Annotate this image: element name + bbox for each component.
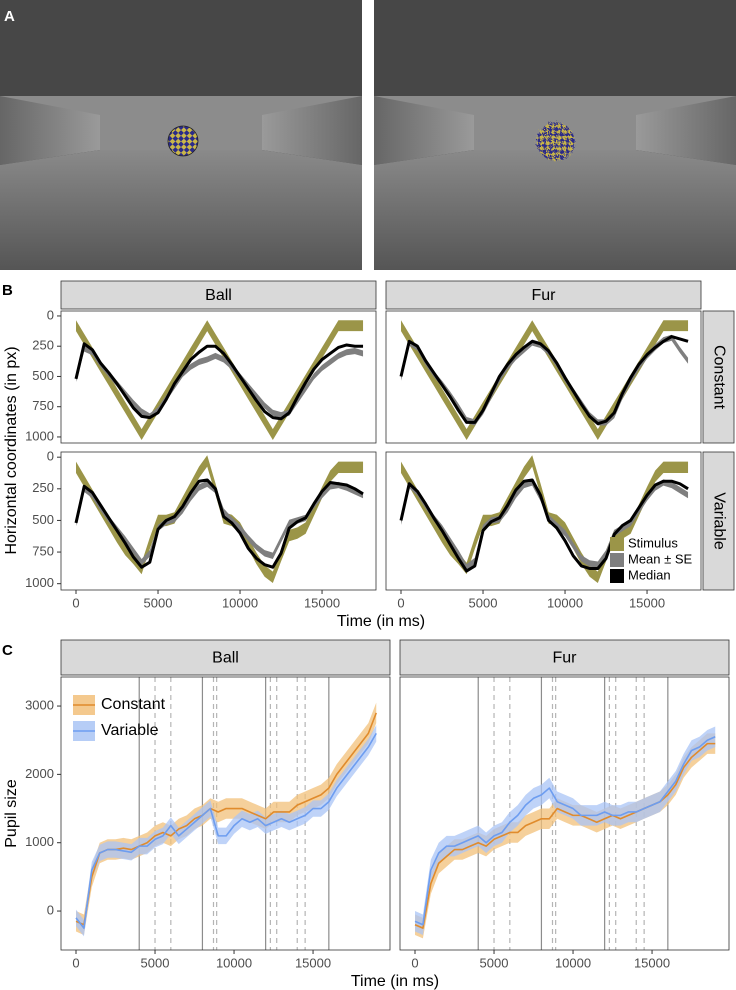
y-axis-title: Pupil size (3, 779, 20, 848)
panel-border (60, 451, 377, 591)
plot-area (74, 455, 364, 584)
x-axis-title: Time (in ms) (337, 613, 425, 630)
facet-label: Ball (205, 287, 232, 304)
y-tick-label: 3000 (25, 697, 54, 712)
series-line (414, 742, 716, 929)
error-band (76, 725, 377, 937)
panel-label: B (2, 282, 13, 299)
x-tick-label: 5000 (480, 955, 509, 970)
x-tick-label: 5000 (469, 595, 498, 610)
series-line (74, 342, 364, 421)
series-line (75, 712, 377, 926)
error-band (76, 345, 364, 420)
panel-border (385, 451, 702, 591)
error-band (76, 702, 377, 935)
facet-strip (702, 310, 735, 444)
x-tick-label: 5000 (144, 595, 173, 610)
image-fur (374, 0, 736, 270)
y-tick-label: 2000 (25, 766, 54, 781)
y-tick-label: 500 (32, 368, 54, 383)
series-line (399, 478, 689, 573)
plot-area (399, 455, 689, 584)
facet-panel: 0 5000 10000 15000 0 1000 2000 3000 (25, 676, 391, 970)
x-axis-title: Time (in ms) (351, 973, 439, 990)
facet-strip (60, 639, 391, 676)
error-band (415, 726, 716, 935)
x-tick-label: 0 (411, 955, 418, 970)
facet-label: Variable (710, 492, 727, 550)
x-tick-label: 5000 (141, 955, 170, 970)
y-tick-label: 500 (32, 512, 54, 527)
legend-label: Constant (101, 696, 166, 713)
facet-panel: 0 5000 10000 15000 (385, 451, 702, 610)
y-tick-label: 0 (47, 307, 54, 322)
y-tick-label: 250 (32, 338, 54, 353)
y-tick-label: 1000 (25, 428, 54, 443)
panel-border (399, 676, 730, 951)
panel-background (61, 452, 376, 590)
legend-label: Stimulus (628, 535, 678, 550)
facet-strip (60, 280, 377, 310)
series-line (74, 478, 364, 569)
panel-label: A (4, 8, 15, 25)
panel-border (60, 676, 391, 951)
facet-label: Constant (710, 345, 727, 410)
legend-swatch (610, 553, 624, 567)
error-band (76, 455, 364, 584)
facet-strip (399, 639, 730, 676)
facet-panel: 0 250 500 750 1000 (25, 307, 377, 444)
facet-strip (385, 280, 702, 310)
x-tick-label: 10000 (555, 955, 591, 970)
facet-label: Fur (532, 287, 557, 304)
facet-label: Fur (553, 650, 578, 667)
y-tick-label: 1000 (25, 834, 54, 849)
legend-label: Mean ± SE (628, 551, 693, 566)
facet-label: Ball (212, 650, 239, 667)
y-tick-label: 750 (32, 543, 54, 558)
series-line (414, 736, 716, 926)
x-tick-label: 10000 (222, 595, 258, 610)
plot-area (399, 320, 689, 440)
series-line (75, 732, 377, 929)
x-tick-label: 0 (397, 595, 404, 610)
series-line (399, 335, 689, 426)
panel-label: C (2, 642, 13, 659)
image-ball (0, 0, 362, 270)
x-tick-label: 15000 (304, 595, 340, 610)
facet-panel (385, 310, 702, 444)
y-axis-title: Horizontal coordinates (in px) (3, 346, 20, 554)
plot-area (414, 677, 716, 950)
facet-panel: 0 5000 10000 15000 0 250 500 750 1000 (25, 449, 377, 610)
x-tick-label: 15000 (295, 955, 331, 970)
x-tick-label: 10000 (216, 955, 252, 970)
panel-border (385, 310, 702, 444)
x-tick-label: 0 (72, 955, 79, 970)
y-tick-label: 250 (32, 480, 54, 495)
legend-swatch (610, 537, 624, 551)
error-band (401, 479, 689, 571)
legend-label: Variable (101, 722, 159, 739)
x-tick-label: 15000 (634, 955, 670, 970)
x-tick-label: 0 (72, 595, 79, 610)
x-tick-label: 15000 (629, 595, 665, 610)
x-tick-label: 10000 (547, 595, 583, 610)
facet-strip (702, 451, 735, 591)
legend-swatch (610, 569, 624, 583)
y-tick-label: 0 (47, 902, 54, 917)
y-tick-label: 1000 (25, 575, 54, 590)
plot-area (75, 677, 377, 950)
facet-panel: 0 5000 10000 15000 (399, 676, 730, 970)
legend-label: Median (628, 567, 671, 582)
panel-border (60, 310, 377, 444)
plot-area (74, 320, 364, 440)
y-tick-label: 750 (32, 398, 54, 413)
error-band (401, 455, 689, 584)
y-tick-label: 0 (47, 449, 54, 464)
